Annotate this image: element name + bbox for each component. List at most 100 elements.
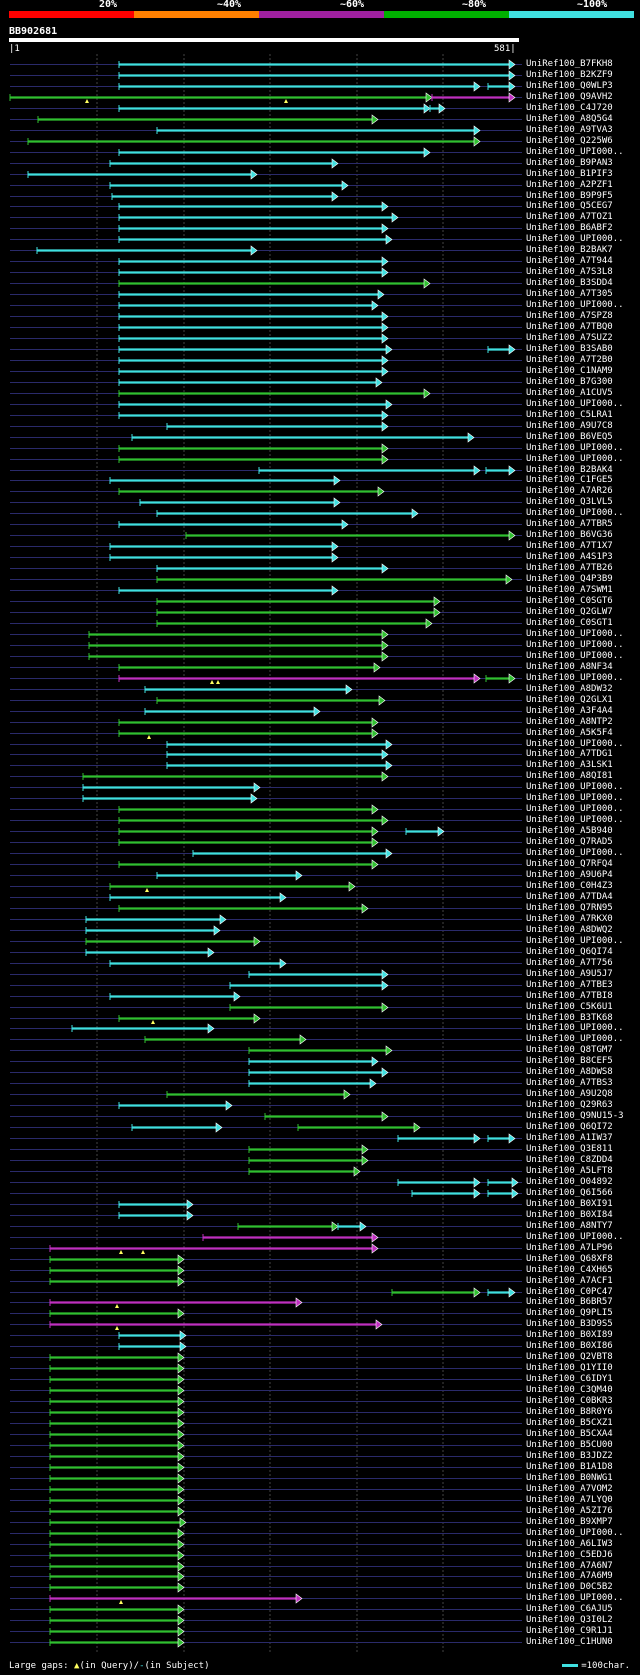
hit-label[interactable]: UniRef100_A8Q5G4 [526,114,613,124]
hit-label[interactable]: UniRef100_B0NWG1 [526,1473,613,1483]
hit-row[interactable] [10,1002,522,1013]
hit-row[interactable] [10,59,522,70]
hit-label[interactable]: UniRef100_C9R1J1 [526,1626,613,1636]
hit-label[interactable]: UniRef100_A1IW37 [526,1133,613,1143]
hit-label[interactable]: UniRef100_Q9AVH2 [526,92,613,102]
hit-label[interactable]: UniRef100_B8R0Y6 [526,1407,613,1417]
hit-row[interactable] [10,837,522,848]
hit-label[interactable]: UniRef100_UPI000.. [526,848,624,858]
hit-row[interactable] [10,201,522,212]
hit-row[interactable] [10,180,522,191]
hit-label[interactable]: UniRef100_Q7RFQ4 [526,859,613,869]
hit-row[interactable] [10,596,522,607]
hit-row[interactable] [10,1122,522,1133]
hit-row[interactable] [10,1352,522,1363]
hit-row[interactable] [10,1144,522,1155]
hit-label[interactable]: UniRef100_A7TBR5 [526,519,613,529]
hit-label[interactable]: UniRef100_Q2VBT8 [526,1352,613,1362]
hit-row[interactable] [10,475,522,486]
hit-label[interactable]: UniRef100_UPI000.. [526,300,624,310]
hit-label[interactable]: UniRef100_A7SUZ2 [526,333,613,343]
hit-label[interactable]: UniRef100_C0BKR3 [526,1396,613,1406]
hit-label[interactable]: UniRef100_Q29R63 [526,1100,613,1110]
hit-row[interactable] [10,1221,522,1232]
hit-label[interactable]: UniRef100_A7SWM1 [526,585,613,595]
hit-label[interactable]: UniRef100_A7RKX0 [526,914,613,924]
hit-label[interactable]: UniRef100_C5K6U1 [526,1002,613,1012]
hit-row[interactable] [10,388,522,399]
hit-row[interactable] [10,969,522,980]
hit-label[interactable]: UniRef100_B6BR57 [526,1297,613,1307]
hit-row[interactable] [10,991,522,1002]
hit-row[interactable] [10,519,522,530]
hit-label[interactable]: UniRef100_A7TDG1 [526,749,613,759]
hit-label[interactable]: UniRef100_UPI000.. [526,454,624,464]
hit-row[interactable] [10,925,522,936]
hit-row[interactable] [10,574,522,585]
hit-label[interactable]: UniRef100_C4XH65 [526,1265,613,1275]
hit-row[interactable] [10,651,522,662]
hit-row[interactable] [10,870,522,881]
hit-row[interactable] [10,695,522,706]
hit-row[interactable] [10,256,522,267]
hit-row[interactable] [10,136,522,147]
hit-row[interactable] [10,618,522,629]
hit-label[interactable]: UniRef100_UPI000.. [526,629,624,639]
hit-label[interactable]: UniRef100_C8ZDD4 [526,1155,613,1165]
hit-row[interactable] [10,1550,522,1561]
hit-label[interactable]: UniRef100_A2PZF1 [526,180,613,190]
hit-row[interactable] [10,103,522,114]
hit-row[interactable] [10,749,522,760]
hit-label[interactable]: UniRef100_Q3E811 [526,1144,613,1154]
hit-label[interactable]: UniRef100_A7S3L8 [526,267,613,277]
hit-label[interactable]: UniRef100_C0SGT6 [526,596,613,606]
hit-row[interactable] [10,1626,522,1637]
hit-label[interactable]: UniRef100_UPI000.. [526,1593,624,1603]
hit-row[interactable] [10,1254,522,1265]
hit-row[interactable] [10,1045,522,1056]
hit-label[interactable]: UniRef100_A7TB26 [526,563,613,573]
hit-label[interactable]: UniRef100_Q225W6 [526,136,613,146]
hit-label[interactable]: UniRef100_UPI000.. [526,1528,624,1538]
hit-label[interactable]: UniRef100_Q1YII0 [526,1363,613,1373]
hit-row[interactable] [10,344,522,355]
hit-row[interactable] [10,399,522,410]
hit-row[interactable] [10,585,522,596]
hit-label[interactable]: UniRef100_A8DWQ2 [526,925,613,935]
hit-row[interactable] [10,859,522,870]
hit-row[interactable] [10,903,522,914]
hit-label[interactable]: UniRef100_D0C5B2 [526,1582,613,1592]
hit-row[interactable] [10,1528,522,1539]
hit-row[interactable] [10,1571,522,1582]
hit-row[interactable] [10,1451,522,1462]
hit-label[interactable]: UniRef100_B6VG36 [526,530,613,540]
hit-row[interactable] [10,1100,522,1111]
hit-row[interactable] [10,169,522,180]
hit-label[interactable]: UniRef100_A1CUV5 [526,388,613,398]
hit-label[interactable]: UniRef100_UPI000.. [526,936,624,946]
hit-label[interactable]: UniRef100_C0H4Z3 [526,881,613,891]
hit-label[interactable]: UniRef100_A7LP96 [526,1243,613,1253]
hit-label[interactable]: UniRef100_A8QI81 [526,771,613,781]
hit-label[interactable]: UniRef100_Q6QI74 [526,947,613,957]
hit-row[interactable] [10,541,522,552]
hit-label[interactable]: UniRef100_A8NF34 [526,662,613,672]
hit-row[interactable] [10,1374,522,1385]
hit-row[interactable] [10,640,522,651]
hit-row[interactable] [10,1495,522,1506]
hit-label[interactable]: UniRef100_A7T305 [526,289,613,299]
hit-row[interactable] [10,70,522,81]
hit-row[interactable] [10,454,522,465]
hit-label[interactable]: UniRef100_A7A6M9 [526,1571,613,1581]
hit-row[interactable] [10,1199,522,1210]
hit-label[interactable]: UniRef100_Q0WLP3 [526,81,613,91]
hit-row[interactable] [10,125,522,136]
hit-label[interactable]: UniRef100_B0XI84 [526,1210,613,1220]
hit-row[interactable] [10,1593,522,1604]
hit-label[interactable]: UniRef100_B0XI89 [526,1330,613,1340]
hit-label[interactable]: UniRef100_UPI000.. [526,673,624,683]
hit-row[interactable] [10,443,522,454]
hit-label[interactable]: UniRef100_B2BAK4 [526,465,613,475]
hit-label[interactable]: UniRef100_B8CEF5 [526,1056,613,1066]
hit-label[interactable]: UniRef100_A8NTP2 [526,717,613,727]
